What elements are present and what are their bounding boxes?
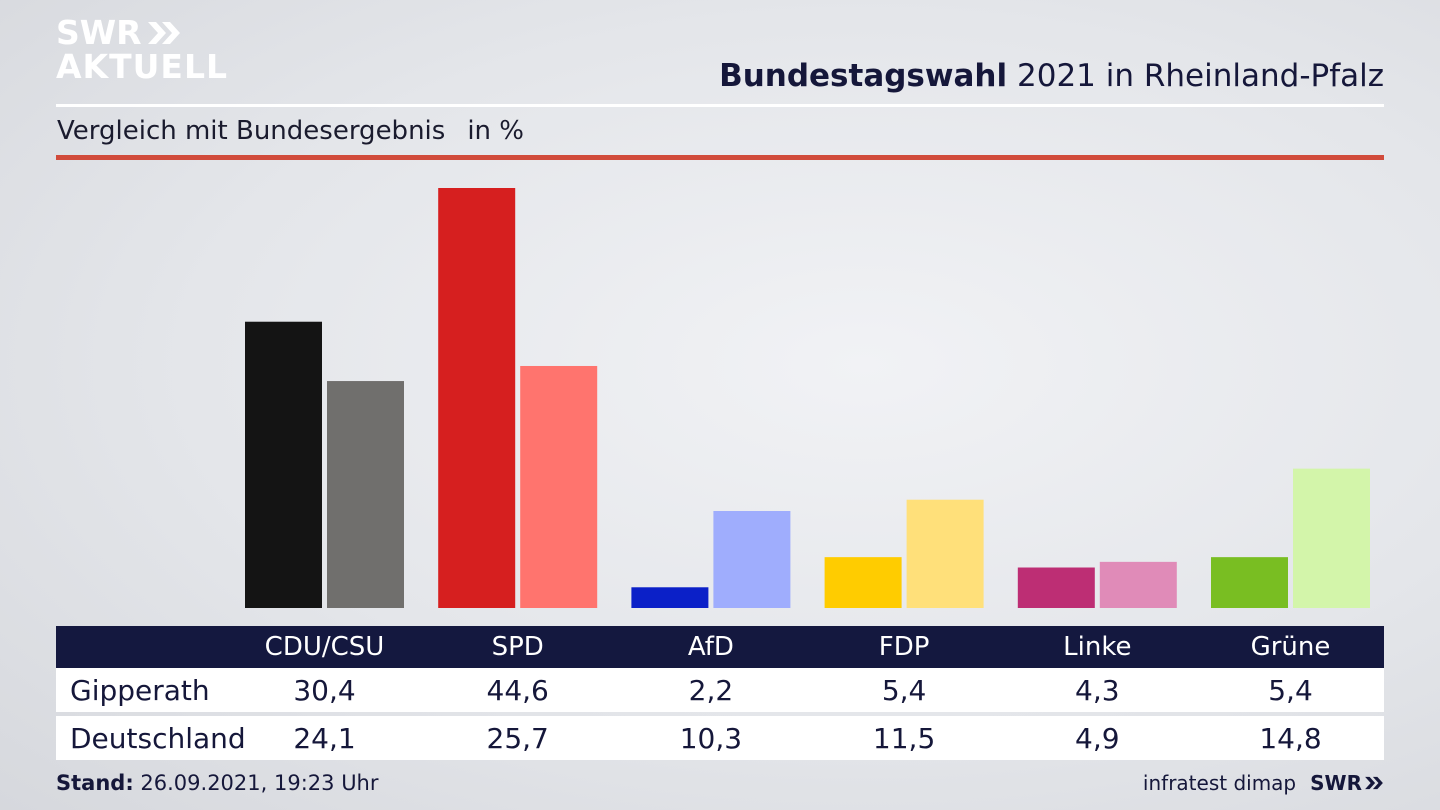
bar-cdu-csu-gipperath xyxy=(245,321,322,608)
value-cell: 44,6 xyxy=(486,673,549,707)
value-cell: 25,7 xyxy=(486,721,549,755)
column-header-spd: SPD xyxy=(491,632,544,662)
double-chevron-icon xyxy=(1365,776,1383,790)
unit-label: in % xyxy=(467,116,524,146)
bar-spd-gipperath xyxy=(438,188,516,608)
column-header-linke: Linke xyxy=(1063,632,1132,662)
table-row: Deutschland 24,1 25,7 10,3 11,5 4,9 14,8 xyxy=(56,716,1384,760)
stand-label: Stand: xyxy=(56,771,134,795)
bar-afd-gipperath xyxy=(631,587,709,608)
page-title: Bundestagswahl 2021 in Rheinland-Pfalz xyxy=(719,58,1384,94)
bar-gr-ne-deutschland xyxy=(1293,468,1370,608)
timestamp: Stand: 26.09.2021, 19:23 Uhr xyxy=(56,771,379,795)
stand-value: 26.09.2021, 19:23 Uhr xyxy=(140,771,379,795)
source-brand: SWR xyxy=(1310,771,1384,795)
table-row: Gipperath 30,4 44,6 2,2 5,4 4,3 5,4 xyxy=(56,668,1384,712)
table-header-row: CDU/CSU SPD AfD FDP Linke Grüne xyxy=(56,626,1384,668)
title-bold: Bundestagswahl xyxy=(719,58,1008,94)
logo-line1: SWR xyxy=(56,13,142,52)
bar-spd-deutschland xyxy=(520,365,598,608)
source-text: infratest dimap xyxy=(1142,771,1297,795)
bar-cdu-csu-deutschland xyxy=(327,381,404,608)
value-cell: 11,5 xyxy=(872,721,936,755)
subtitle-text: Vergleich mit Bundesergebnis xyxy=(57,116,446,146)
value-cell: 24,1 xyxy=(293,721,356,755)
value-cell: 30,4 xyxy=(293,673,356,707)
column-header-fdp: FDP xyxy=(878,632,930,662)
value-cell: 5,4 xyxy=(881,673,927,707)
value-cell: 2,2 xyxy=(688,673,734,707)
bar-fdp-gipperath xyxy=(824,557,902,608)
source-brand-text: SWR xyxy=(1310,771,1362,795)
results-table: CDU/CSU SPD AfD FDP Linke Grüne Gipperath 30,… xyxy=(56,626,1384,760)
value-cell: 4,9 xyxy=(1075,721,1120,755)
row-label: Gipperath xyxy=(70,673,210,707)
chart-subtitle: Vergleich mit Bundesergebnis in % xyxy=(57,116,524,146)
column-header-gr-ne: Grüne xyxy=(1250,632,1331,662)
swr-aktuell-logo: SWR AKTUELL xyxy=(56,16,228,84)
bar-chart xyxy=(245,188,1370,608)
double-chevron-icon xyxy=(147,22,180,44)
logo-line2: AKTUELL xyxy=(56,47,229,86)
source-credit: infratest dimap SWR xyxy=(1143,771,1384,795)
header-divider xyxy=(56,104,1384,107)
value-cell: 14,8 xyxy=(1259,721,1322,755)
bar-afd-deutschland xyxy=(713,511,791,608)
bar-gr-ne-gipperath xyxy=(1211,557,1288,608)
value-cell: 5,4 xyxy=(1268,673,1313,707)
value-cell: 10,3 xyxy=(679,721,743,755)
column-header-afd: AfD xyxy=(687,632,734,662)
bar-linke-gipperath xyxy=(1017,567,1095,608)
bar-linke-deutschland xyxy=(1099,561,1177,608)
subtitle-divider xyxy=(56,155,1384,160)
bar-fdp-deutschland xyxy=(906,499,984,608)
column-header-cdu-csu: CDU/CSU xyxy=(264,632,385,662)
title-rest: 2021 in Rheinland-Pfalz xyxy=(1017,58,1384,94)
row-label: Deutschland xyxy=(70,721,246,755)
value-cell: 4,3 xyxy=(1075,673,1120,707)
